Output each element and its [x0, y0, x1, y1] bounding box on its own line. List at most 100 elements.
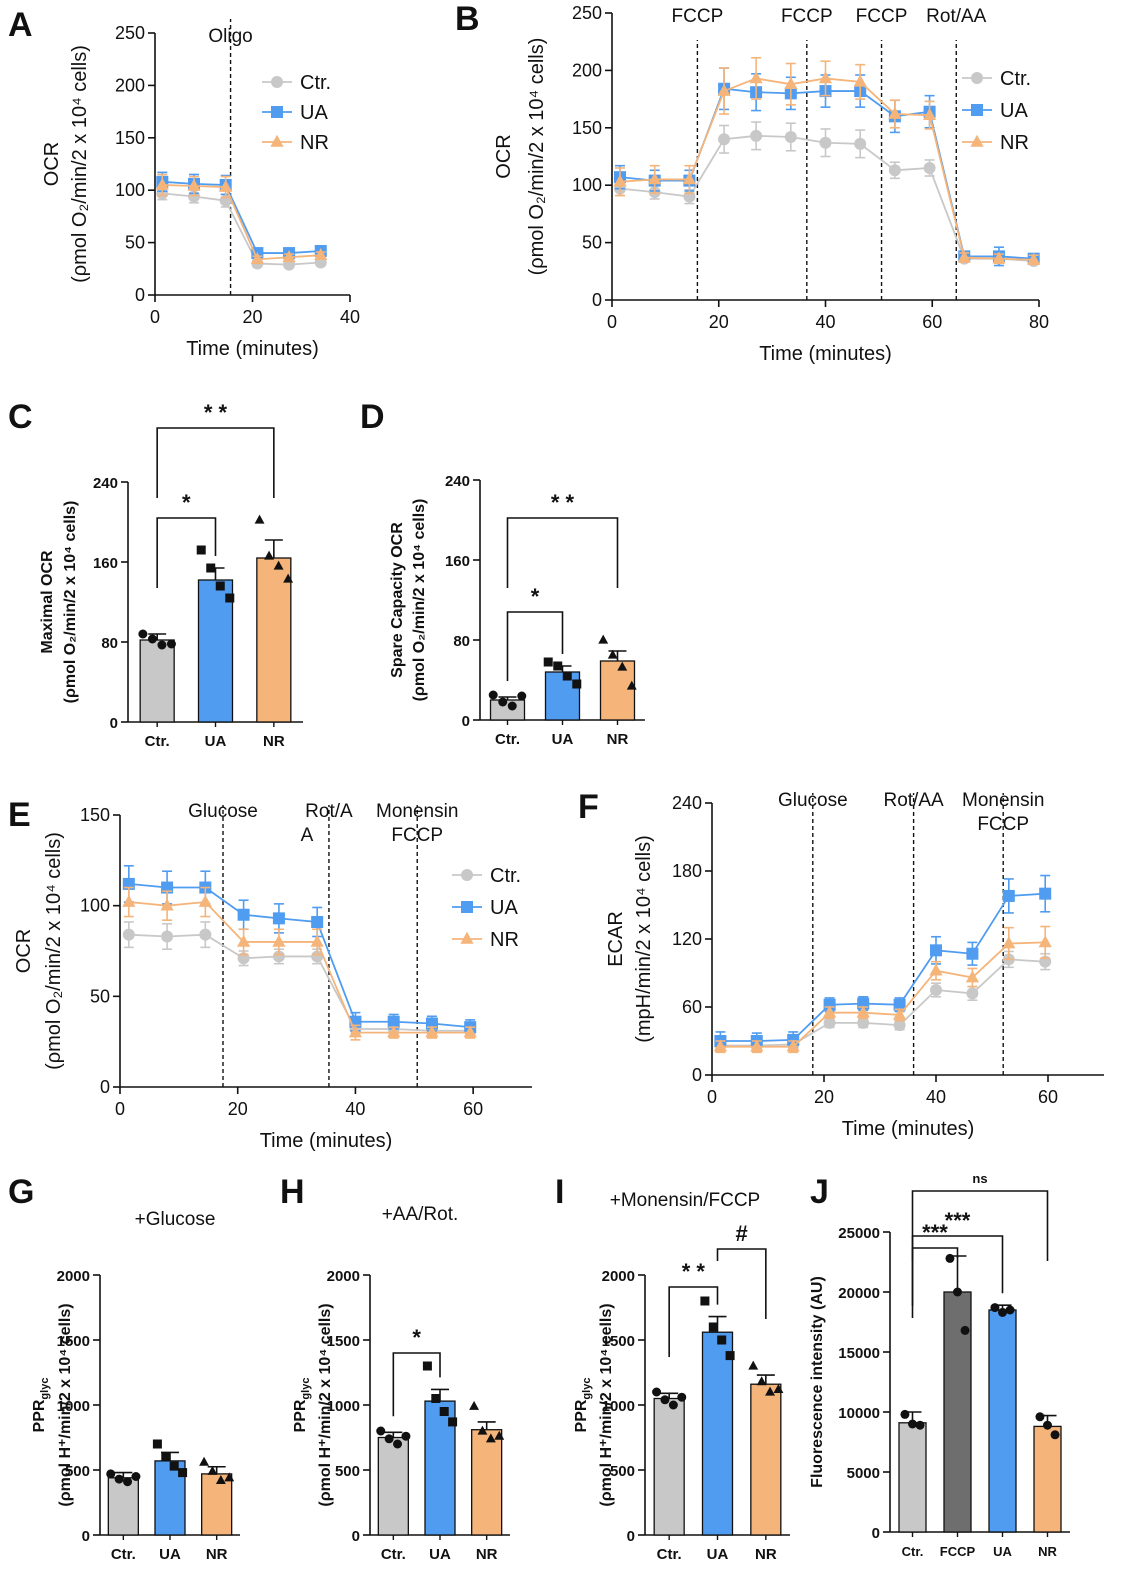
x-axis-label: Time (minutes)	[759, 343, 892, 365]
panel-label: H	[280, 1173, 305, 1211]
y-tick-label: 5000	[847, 1465, 880, 1482]
data-point-nr	[613, 174, 627, 187]
data-point-nr	[425, 1025, 439, 1038]
legend-marker-nr	[270, 134, 284, 147]
data-point-ua	[930, 944, 942, 957]
y-tick-label: 0	[100, 1077, 110, 1097]
series-line-ua	[128, 883, 471, 1029]
y-tick-label: 15000	[838, 1345, 880, 1362]
data-point	[376, 1426, 386, 1436]
data-point	[384, 1434, 394, 1444]
x-tick-label: UA	[159, 1546, 181, 1563]
x-tick-label: 40	[815, 312, 835, 332]
data-point	[765, 1386, 775, 1396]
data-point-nr	[856, 1005, 870, 1018]
x-tick-label: Ctr.	[902, 1544, 924, 1559]
y-tick-label: 80	[453, 633, 470, 650]
data-point	[477, 1425, 488, 1435]
x-tick-label: UA	[993, 1544, 1012, 1559]
data-point	[572, 679, 582, 689]
x-axis-label: Time (minutes)	[186, 338, 319, 360]
legend-label: UA	[490, 897, 518, 919]
x-tick-label: 0	[115, 1099, 125, 1119]
y-tick-label: 0	[592, 290, 602, 310]
data-point-ua	[387, 1015, 400, 1028]
data-point	[725, 1351, 735, 1361]
significance-label: * *	[551, 490, 575, 515]
data-point-nr	[853, 74, 867, 87]
legend-label: Ctr.	[1000, 68, 1031, 90]
data-point	[517, 691, 527, 701]
x-axis-label: Time (minutes)	[842, 1118, 975, 1140]
bar-nr	[1033, 1425, 1062, 1533]
legend-marker-nr	[460, 931, 474, 944]
data-point-nr	[1027, 252, 1041, 265]
y-tick-label: 50	[582, 233, 602, 253]
x-tick-label: UA	[707, 1546, 729, 1563]
x-tick-label: FCCP	[940, 1544, 976, 1559]
x-tick-label: Ctr.	[657, 1546, 682, 1563]
legend-label: Ctr.	[300, 72, 331, 94]
y-tick-label: 2000	[327, 1268, 360, 1285]
data-point	[448, 1417, 458, 1427]
legend-marker-ctr	[461, 869, 473, 881]
data-point-ua	[1002, 889, 1015, 902]
data-point-nr	[282, 250, 296, 263]
data-point	[607, 649, 618, 659]
x-tick-label: Ctr.	[145, 733, 170, 750]
y-axis-label: ECAR	[605, 911, 627, 967]
x-tick-label: 0	[707, 1087, 717, 1107]
data-point-ctr	[854, 137, 867, 150]
y-tick-label: 250	[115, 23, 145, 43]
data-point	[147, 634, 157, 644]
event-label: Glucose	[188, 801, 258, 822]
data-point-nr	[219, 179, 233, 192]
panel-label: A	[8, 6, 33, 44]
x-tick-label: 80	[1029, 312, 1049, 332]
subtitle: +AA/Rot.	[382, 1204, 459, 1225]
y-tick-label: 1000	[57, 1398, 90, 1415]
y-tick-label: 0	[352, 1528, 360, 1545]
data-point	[543, 657, 553, 667]
y-tick-label: 150	[572, 118, 602, 138]
data-point	[562, 671, 572, 681]
y-tick-label: 1000	[602, 1398, 635, 1415]
data-point-nr	[348, 1025, 363, 1038]
data-point	[123, 1477, 133, 1487]
data-point-nr	[250, 252, 264, 265]
y-tick-label: 150	[115, 128, 145, 148]
x-tick-label: 20	[228, 1099, 248, 1119]
panel-label: F	[578, 788, 599, 826]
legend-marker-ctr	[271, 76, 283, 88]
chart-F: F 0 60 120 180 240 0 20 40 60 Time (minutes) ECAR (m…	[578, 788, 1104, 1140]
x-tick-label: 60	[463, 1099, 483, 1119]
data-point-nr	[1038, 935, 1052, 948]
y-axis-label-units: (ρmol H⁺/min/2 x 10⁴ cells)	[317, 1303, 334, 1506]
panel-label: D	[360, 398, 385, 436]
chart-E: E 0 50 100 150 0 20 40 60 Time (minutes) OCR (ρmol …	[8, 796, 532, 1152]
event-label-2: FCCP	[977, 814, 1029, 835]
x-tick-label: NR	[476, 1546, 498, 1563]
data-point	[626, 680, 637, 690]
data-point-ctr	[718, 133, 731, 146]
data-point	[254, 514, 265, 524]
data-point	[700, 1296, 710, 1306]
data-point	[494, 1430, 505, 1440]
data-point-ctr	[122, 928, 135, 941]
y-tick-label: 25000	[838, 1225, 880, 1242]
data-point	[652, 1387, 662, 1397]
significance-bracket	[911, 1190, 1049, 1261]
data-point	[161, 1452, 171, 1462]
data-point	[708, 1322, 718, 1332]
data-point	[431, 1394, 441, 1403]
y-axis-label-units: (mpH/min/2 x 10⁴ cells)	[633, 835, 655, 1043]
x-tick-label: 0	[150, 307, 160, 327]
y-tick-label: 1500	[602, 1333, 635, 1350]
y-tick-label: 100	[115, 180, 145, 200]
series-line-ua	[720, 892, 1046, 1042]
y-axis-label-units: (ρmol H⁺/min/2 x 10⁴ cells)	[57, 1303, 74, 1506]
data-point-nr	[784, 76, 798, 89]
data-point	[106, 1469, 116, 1479]
x-tick-label: NR	[206, 1546, 228, 1563]
data-point-ua	[893, 998, 906, 1011]
